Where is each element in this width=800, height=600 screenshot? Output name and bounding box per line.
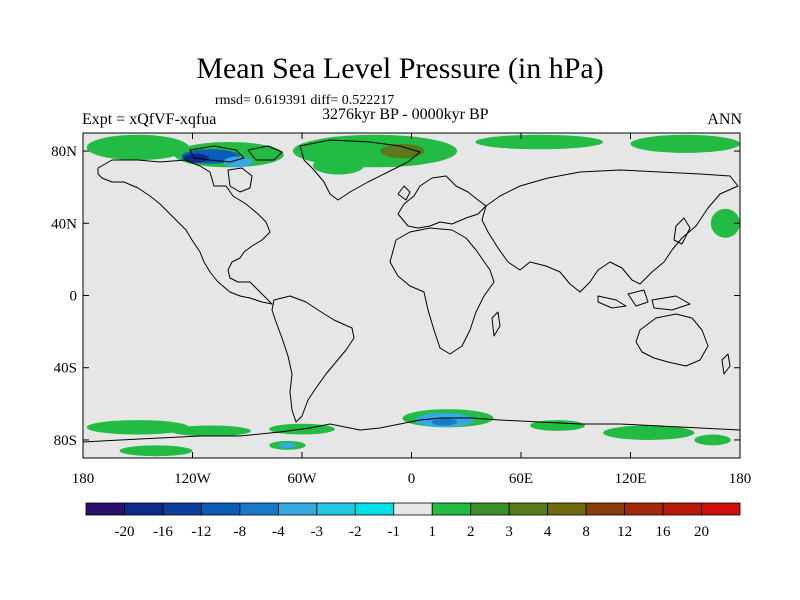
coast-japan xyxy=(673,217,691,245)
colorbar-swatch xyxy=(85,502,125,516)
colorbar-label: 8 xyxy=(582,524,590,540)
coast-antarctica xyxy=(83,417,740,443)
colorbar-label: 12 xyxy=(617,524,632,540)
colorbar-swatch xyxy=(162,502,202,516)
colorbar-label: 20 xyxy=(694,524,709,540)
colorbar-label: -3 xyxy=(311,524,324,540)
anomaly-region xyxy=(223,156,253,168)
colorbar-label: -16 xyxy=(153,524,173,540)
x-tick-label: 180 xyxy=(72,471,95,487)
coast-europe xyxy=(397,175,487,229)
coast-madagascar xyxy=(491,311,501,337)
colorbar-swatch xyxy=(624,502,664,516)
colorbar-label: 3 xyxy=(505,524,513,540)
period-line: 3276kyr BP - 0000kyr BP xyxy=(322,106,489,123)
anomaly-region xyxy=(86,134,189,161)
y-tick-label: 0 xyxy=(70,289,78,305)
map-title: Mean Sea Level Pressure (in hPa) xyxy=(196,52,604,85)
y-tick-label: 40S xyxy=(54,361,77,377)
anomaly-layer xyxy=(86,134,740,457)
colorbar-label: -4 xyxy=(272,524,285,540)
anomaly-region xyxy=(119,445,193,457)
coast-british-isles xyxy=(397,185,411,201)
colorbar: -20 -16 -12 -8 -4 -3 -2 -1 1 2 3 4 8 12 16 20 xyxy=(85,502,741,540)
colorbar-swatch xyxy=(470,502,510,516)
y-tick-label: 80N xyxy=(51,144,77,160)
x-tick-label: 60E xyxy=(509,471,533,487)
coast-greenland xyxy=(299,139,421,201)
colorbar-label: -2 xyxy=(349,524,362,540)
stats-line: rmsd= 0.619391 diff= 0.522217 xyxy=(215,93,395,108)
colorbar-swatch xyxy=(201,502,241,516)
x-tick-label: 120E xyxy=(615,471,647,487)
anomaly-region xyxy=(603,425,695,440)
colorbar-swatch xyxy=(701,502,741,516)
coast-australia xyxy=(635,313,709,367)
anomaly-region xyxy=(278,442,297,449)
anomaly-region xyxy=(475,134,604,150)
y-tick-label: 80S xyxy=(54,433,77,449)
colorbar-swatch xyxy=(431,502,472,516)
anomaly-region xyxy=(530,420,585,431)
coast-new-zealand xyxy=(721,353,731,375)
colorbar-swatch xyxy=(124,502,164,516)
coast-south-america xyxy=(271,295,355,423)
anomaly-region xyxy=(431,418,458,426)
colorbar-label: 4 xyxy=(544,524,552,540)
season-label: ANN xyxy=(707,111,742,128)
colorbar-label: 16 xyxy=(656,524,672,540)
coast-indonesia xyxy=(597,289,691,311)
colorbar-swatch xyxy=(662,502,702,516)
axis-ticks: 180 120W 60W 0 60E 120E 180 80N 40N 0 40S 80S xyxy=(51,133,751,487)
colorbar-swatch xyxy=(508,502,549,516)
colorbar-swatch xyxy=(585,502,625,516)
x-tick-label: 120W xyxy=(174,471,212,487)
map-background xyxy=(83,133,740,458)
coast-north-america xyxy=(97,159,273,305)
coast-africa xyxy=(389,227,495,355)
colorbar-swatch xyxy=(277,502,318,516)
colorbar-swatch xyxy=(316,502,356,516)
colorbar-swatch xyxy=(354,502,395,516)
anomaly-region xyxy=(710,208,740,238)
coast-arctic-islands xyxy=(189,145,283,163)
anomaly-region xyxy=(694,434,731,446)
x-tick-label: 180 xyxy=(729,471,752,487)
anomaly-region xyxy=(170,425,251,437)
colorbar-label: -1 xyxy=(388,524,401,540)
colorbar-label: 1 xyxy=(428,524,436,540)
colorbar-swatch xyxy=(547,502,587,516)
x-tick-label: 0 xyxy=(408,471,416,487)
coast-hudson-bay xyxy=(227,167,253,193)
coast-asia xyxy=(481,169,739,293)
y-tick-label: 40N xyxy=(51,216,77,232)
anomaly-region xyxy=(86,420,189,435)
experiment-label: Expt = xQfVF-xqfua xyxy=(82,111,217,128)
x-tick-label: 60W xyxy=(287,471,317,487)
colorbar-label: -8 xyxy=(234,524,247,540)
anomaly-region xyxy=(380,143,425,159)
colorbar-label: -12 xyxy=(191,524,211,540)
anomaly-region xyxy=(312,156,365,175)
colorbar-swatch xyxy=(393,502,433,516)
anomaly-region xyxy=(630,134,740,153)
colorbar-swatch xyxy=(239,502,279,516)
colorbar-label: 2 xyxy=(467,524,475,540)
colorbar-label: -20 xyxy=(114,524,134,540)
coastline-layer xyxy=(83,139,740,443)
